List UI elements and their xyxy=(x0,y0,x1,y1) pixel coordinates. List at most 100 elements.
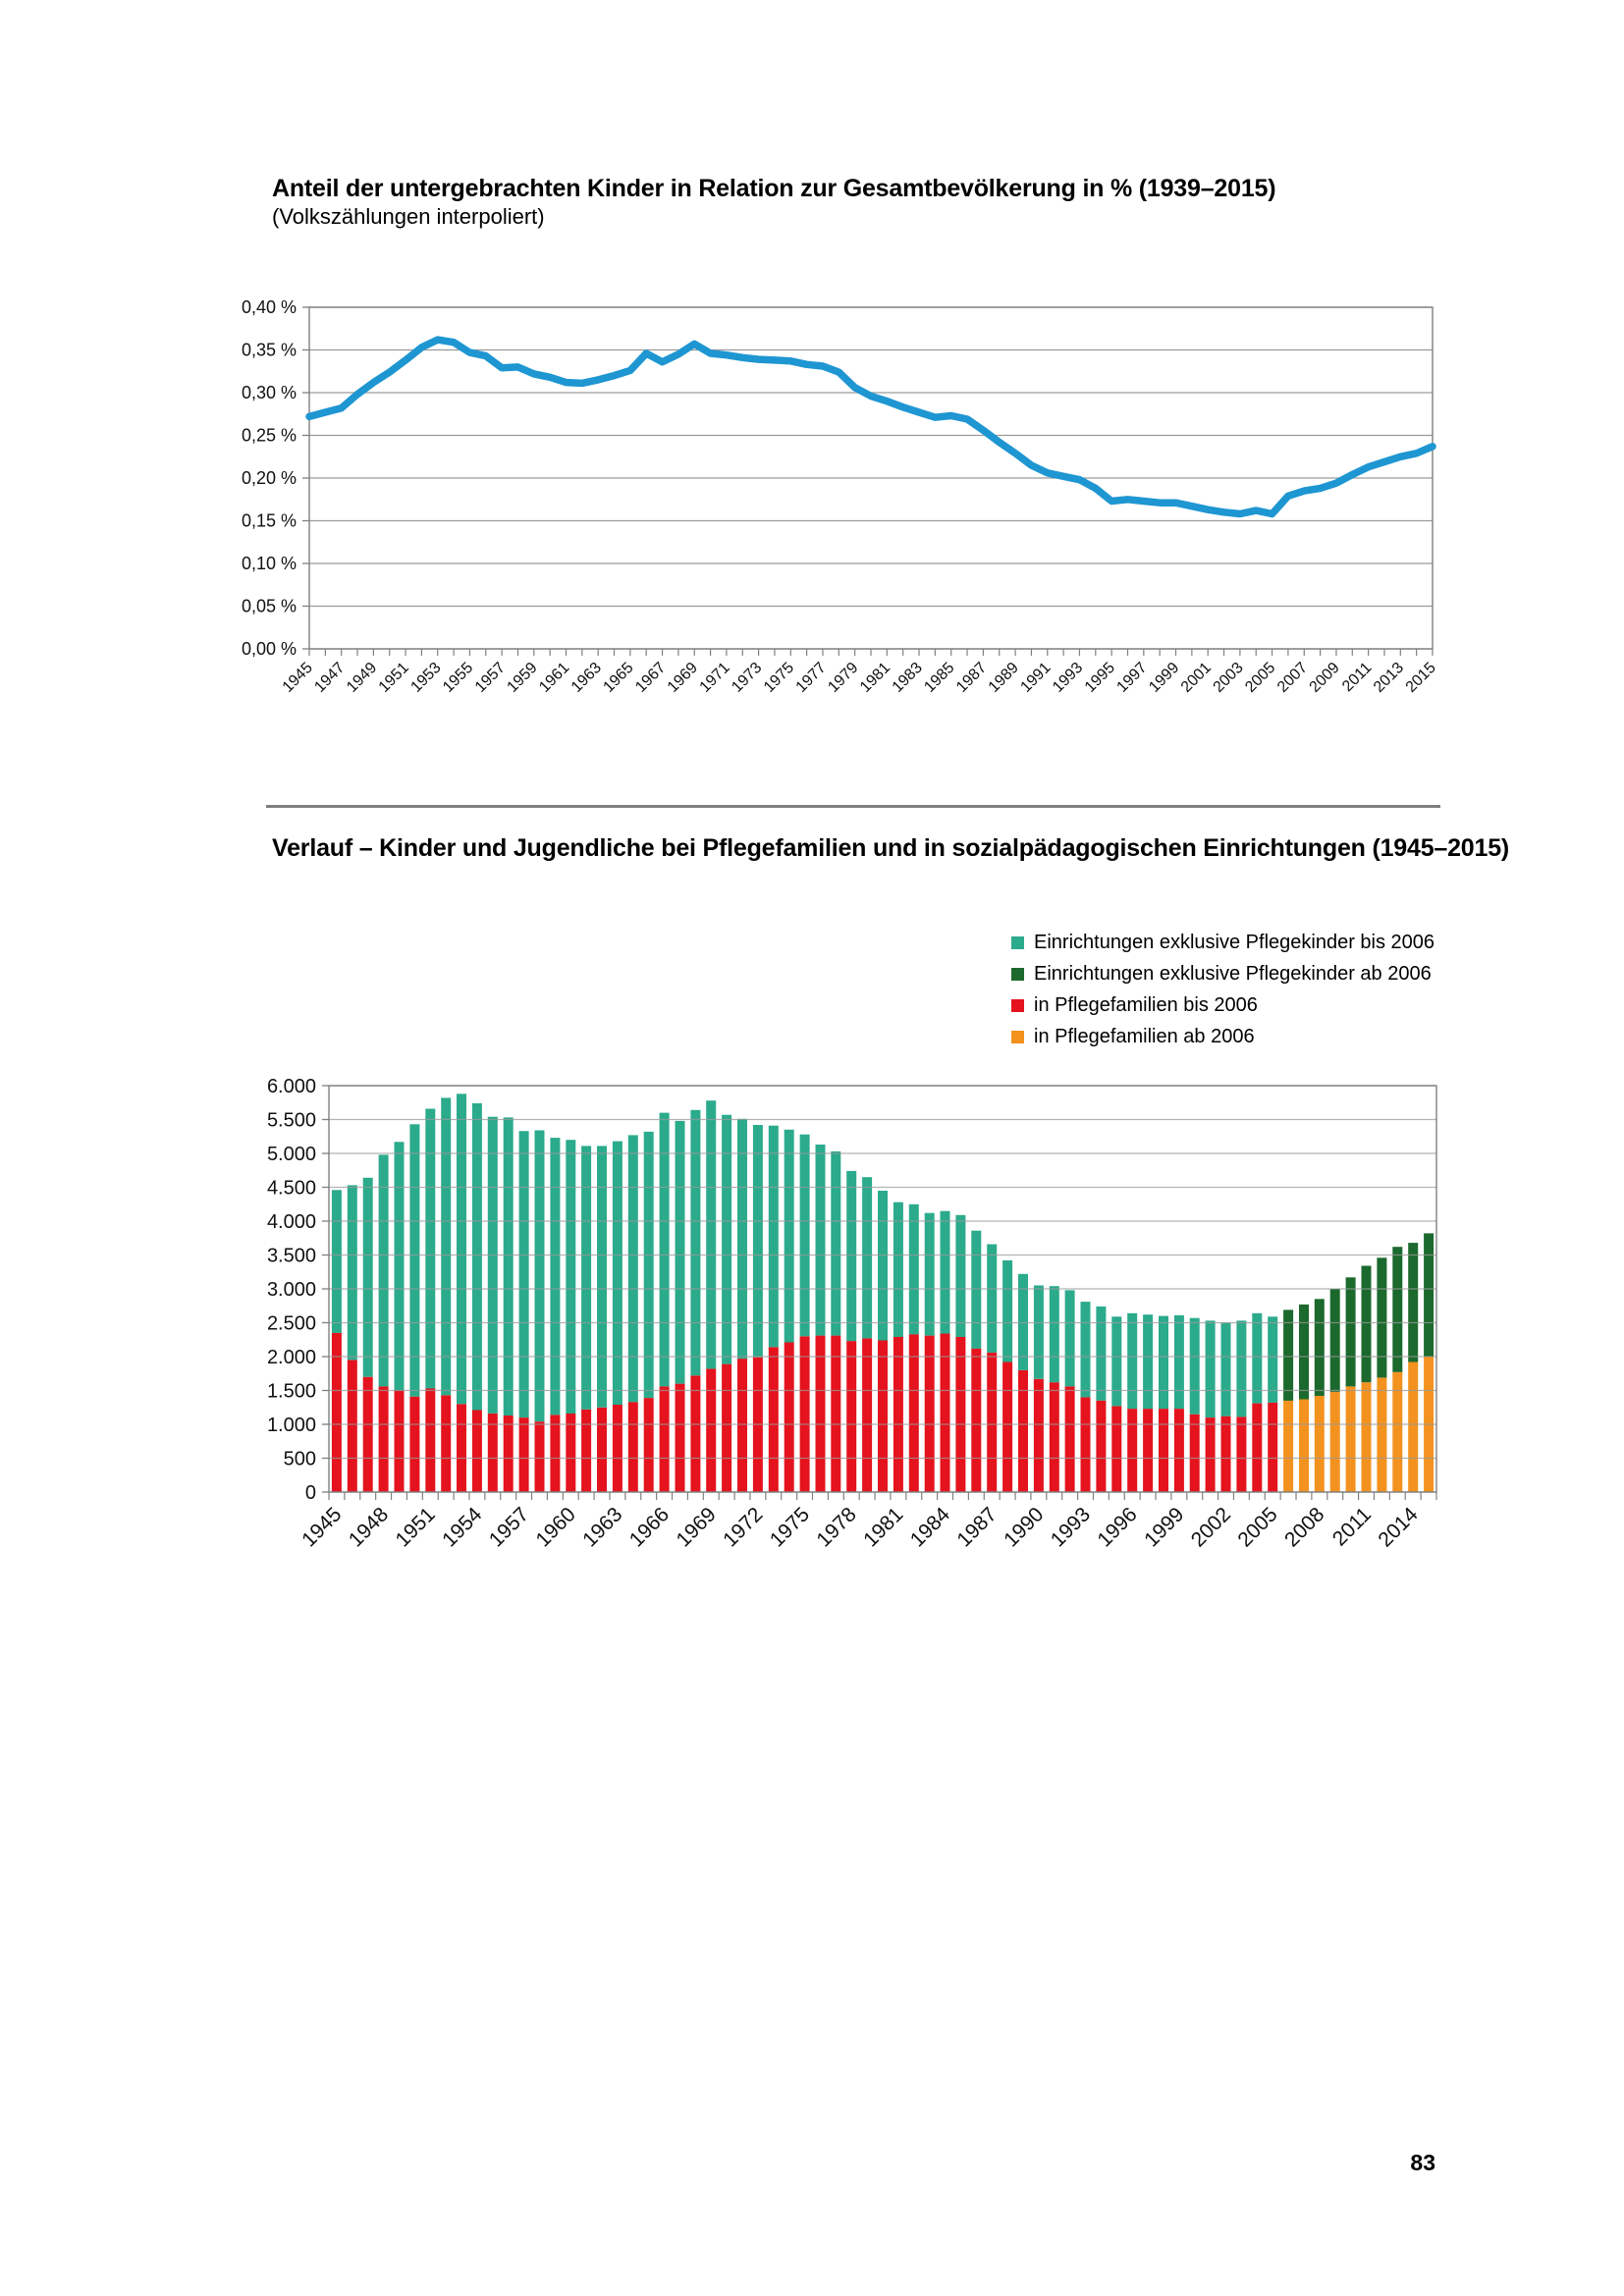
legend-row: in Pflegefamilien ab 2006 xyxy=(1011,1021,1435,1052)
bar-segment-einrichtungen xyxy=(955,1214,966,1337)
bar-segment-einrichtungen xyxy=(1299,1304,1309,1400)
bar-segment-einrichtungen xyxy=(441,1097,452,1396)
bar-segment-pflegefamilien xyxy=(784,1342,794,1492)
y-axis-label: 5.000 xyxy=(267,1144,316,1165)
y-axis-label: 2.000 xyxy=(267,1347,316,1368)
x-axis-label: 1967 xyxy=(632,660,669,696)
legend-swatch-pflegefamilien-ab-2006 xyxy=(1011,1030,1024,1043)
bar-segment-einrichtungen xyxy=(752,1125,763,1358)
bar-segment-pflegefamilien xyxy=(581,1409,592,1492)
bar-segment-einrichtungen xyxy=(1220,1322,1231,1416)
bar-segment-einrichtungen xyxy=(1033,1285,1044,1379)
bar-segment-einrichtungen xyxy=(1143,1314,1154,1410)
population-share-line xyxy=(305,336,1436,518)
y-axis-label: 0,10 % xyxy=(242,554,297,573)
bar-segment-pflegefamilien xyxy=(394,1390,405,1492)
bar-segment-pflegefamilien xyxy=(518,1417,529,1492)
bar-segment-einrichtungen xyxy=(394,1142,405,1391)
bar-segment-pflegefamilien xyxy=(1111,1406,1122,1492)
bar-segment-einrichtungen xyxy=(471,1102,482,1411)
section-divider xyxy=(266,805,1440,808)
bar-segment-einrichtungen xyxy=(487,1116,498,1414)
bar-segment-pflegefamilien xyxy=(1064,1386,1075,1492)
bar-segment-pflegefamilien xyxy=(1189,1414,1200,1492)
x-axis-label: 1995 xyxy=(1082,660,1118,696)
bar-segment-pflegefamilien xyxy=(1377,1377,1387,1492)
y-axis-label: 6.000 xyxy=(267,1076,316,1097)
bar-segment-einrichtungen xyxy=(987,1244,998,1353)
legend-swatch-einrichtungen-ab-2006 xyxy=(1011,967,1024,981)
legend-row: in Pflegefamilien bis 2006 xyxy=(1011,989,1435,1021)
x-axis-label: 1979 xyxy=(825,660,861,696)
y-axis-label: 2.500 xyxy=(267,1313,316,1335)
x-axis-label: 1991 xyxy=(1017,660,1054,696)
bar-segment-pflegefamilien xyxy=(1127,1409,1138,1492)
bar-segment-einrichtungen xyxy=(1018,1273,1028,1370)
y-axis-label: 0,05 % xyxy=(242,597,297,616)
x-axis-label: 1965 xyxy=(600,660,636,696)
bar-segment-einrichtungen xyxy=(1127,1312,1138,1410)
bar-segment-pflegefamilien xyxy=(1143,1409,1154,1492)
x-axis-label: 2015 xyxy=(1403,660,1439,696)
y-axis-label: 1.000 xyxy=(267,1415,316,1436)
x-axis-label: 1959 xyxy=(504,660,540,696)
bar-segment-pflegefamilien xyxy=(799,1336,810,1492)
bar-segment-einrichtungen xyxy=(612,1141,623,1405)
line-chart-subtitle: (Volkszählungen interpoliert) xyxy=(272,204,545,229)
bar-segment-pflegefamilien xyxy=(1049,1382,1059,1492)
x-axis-label: 1947 xyxy=(311,660,348,696)
y-axis-label: 4.000 xyxy=(267,1211,316,1233)
bar-segment-einrichtungen xyxy=(534,1130,545,1422)
bar-segment-einrichtungen xyxy=(1173,1314,1184,1410)
bar-segment-einrichtungen xyxy=(659,1112,670,1387)
bar-segment-pflegefamilien xyxy=(612,1405,623,1492)
bar-segment-einrichtungen xyxy=(878,1191,888,1341)
bar-segment-pflegefamilien xyxy=(457,1404,466,1492)
bar-segment-pflegefamilien xyxy=(1018,1369,1028,1492)
x-axis-label: 1973 xyxy=(729,660,765,696)
x-axis-label: 1975 xyxy=(766,1503,814,1551)
bar-segment-einrichtungen xyxy=(893,1201,903,1337)
bar-segment-pflegefamilien xyxy=(378,1386,389,1492)
bar-segment-pflegefamilien xyxy=(908,1334,919,1492)
x-axis-label: 2014 xyxy=(1374,1503,1423,1552)
bar-segment-einrichtungen xyxy=(1377,1257,1387,1378)
bar-segment-pflegefamilien xyxy=(737,1359,747,1492)
page-number: 83 xyxy=(1410,2150,1435,2175)
x-axis-label: 1963 xyxy=(578,1503,626,1551)
bar-segment-einrichtungen xyxy=(737,1118,747,1360)
x-axis-label: 1969 xyxy=(665,660,701,696)
bar-segment-pflegefamilien xyxy=(1314,1396,1325,1492)
x-axis-label: 1949 xyxy=(344,660,380,696)
x-axis-label: 1977 xyxy=(793,660,830,696)
bar-segment-einrichtungen xyxy=(1268,1316,1278,1403)
bar-segment-einrichtungen xyxy=(1236,1320,1247,1417)
x-axis-label: 1990 xyxy=(1000,1503,1048,1551)
bar-segment-einrichtungen xyxy=(1329,1289,1340,1392)
x-axis-label: 1983 xyxy=(890,660,926,696)
x-axis-label: 1960 xyxy=(531,1503,579,1551)
bar-segment-einrichtungen xyxy=(1283,1309,1294,1401)
bar-segment-einrichtungen xyxy=(347,1185,357,1361)
bar-segment-pflegefamilien xyxy=(1205,1417,1216,1492)
bar-segment-pflegefamilien xyxy=(1236,1416,1247,1492)
bar-segment-pflegefamilien xyxy=(471,1410,482,1492)
x-axis-label: 1945 xyxy=(280,660,316,696)
x-axis-label: 2005 xyxy=(1233,1503,1281,1551)
bar-segment-pflegefamilien xyxy=(815,1335,826,1492)
bar-segment-pflegefamilien xyxy=(1345,1386,1356,1492)
bar-segment-pflegefamilien xyxy=(566,1414,576,1492)
bar-segment-pflegefamilien xyxy=(441,1395,452,1492)
bar-segment-einrichtungen xyxy=(1361,1265,1372,1383)
bar-segment-pflegefamilien xyxy=(893,1337,903,1492)
x-axis-label: 2009 xyxy=(1307,660,1343,696)
legend-swatch-einrichtungen-bis-2006 xyxy=(1011,935,1024,949)
x-axis-label: 1951 xyxy=(376,660,412,696)
x-axis-label: 1981 xyxy=(859,1503,907,1551)
x-axis-label: 1985 xyxy=(921,660,957,696)
bar-segment-einrichtungen xyxy=(1159,1315,1168,1410)
bar-segment-einrichtungen xyxy=(1002,1260,1013,1362)
bar-segment-einrichtungen xyxy=(409,1124,420,1397)
